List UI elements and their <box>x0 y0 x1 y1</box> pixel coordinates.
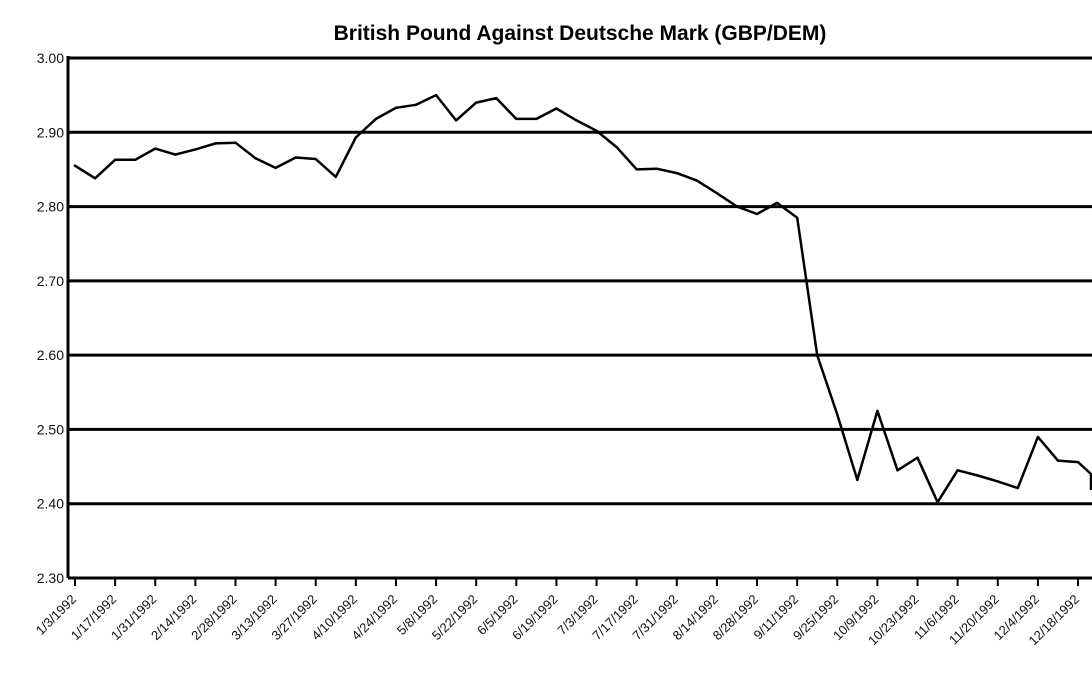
series-layer <box>73 93 1092 504</box>
data-point <box>154 147 157 150</box>
data-point <box>936 501 939 504</box>
data-point <box>414 103 418 107</box>
data-point <box>535 117 538 121</box>
data-point <box>1016 486 1019 490</box>
data-point <box>294 156 297 159</box>
data-point <box>495 96 498 100</box>
data-point <box>735 205 739 208</box>
x-axis-ticks: 1/3/19921/17/19921/31/19922/14/19922/28/… <box>33 578 1082 648</box>
series-line <box>73 93 1092 504</box>
data-point <box>73 164 77 167</box>
data-point <box>234 141 237 144</box>
data-point <box>635 168 638 171</box>
data-point <box>515 117 518 121</box>
data-point <box>916 456 919 459</box>
data-point <box>595 129 598 132</box>
y-tick-label: 2.50 <box>37 421 64 437</box>
data-point <box>836 413 839 416</box>
data-point <box>254 157 257 160</box>
data-point <box>475 101 478 104</box>
data-point <box>796 216 799 219</box>
data-point <box>314 157 317 161</box>
data-point <box>354 136 357 139</box>
data-point <box>194 148 197 151</box>
data-point <box>1056 459 1060 462</box>
y-tick-label: 2.40 <box>37 496 64 512</box>
data-point <box>274 166 277 170</box>
y-tick-label: 2.60 <box>37 347 64 363</box>
chart-title: British Pound Against Deutsche Mark (GBP… <box>334 22 827 45</box>
data-point <box>334 175 337 179</box>
y-tick-label: 2.80 <box>37 199 64 215</box>
data-point <box>695 179 699 182</box>
data-point <box>816 353 819 357</box>
data-point <box>1076 460 1080 464</box>
data-point <box>1036 435 1040 439</box>
data-point <box>434 93 438 97</box>
data-point <box>876 409 879 413</box>
data-point <box>775 201 779 205</box>
data-point <box>575 119 578 122</box>
data-point <box>454 119 458 122</box>
y-tick-label: 3.00 <box>37 50 64 66</box>
data-point <box>394 106 398 110</box>
data-point <box>374 117 378 121</box>
data-point <box>214 142 217 145</box>
data-point <box>856 478 859 482</box>
data-point <box>956 469 959 472</box>
data-point <box>976 474 979 477</box>
data-point <box>655 167 658 170</box>
data-point <box>555 107 558 110</box>
axes <box>66 56 1092 580</box>
data-point <box>755 212 759 216</box>
y-axis-ticks: 3.00 2.90 2.80 2.70 2.60 2.50 2.40 2.30 <box>37 50 64 586</box>
data-point <box>134 158 137 161</box>
data-point <box>715 192 719 195</box>
data-point <box>896 469 899 472</box>
data-point <box>93 177 97 180</box>
data-point <box>113 158 117 161</box>
y-tick-label: 2.90 <box>37 124 64 140</box>
data-point <box>615 145 618 149</box>
data-point <box>1089 472 1092 476</box>
data-point <box>996 480 999 483</box>
y-tick-label: 2.70 <box>37 273 64 289</box>
y-tick-label: 2.30 <box>37 570 64 586</box>
grid-lines <box>68 56 1092 506</box>
data-point <box>675 171 678 175</box>
data-point <box>174 153 177 156</box>
data-point <box>1089 487 1092 491</box>
